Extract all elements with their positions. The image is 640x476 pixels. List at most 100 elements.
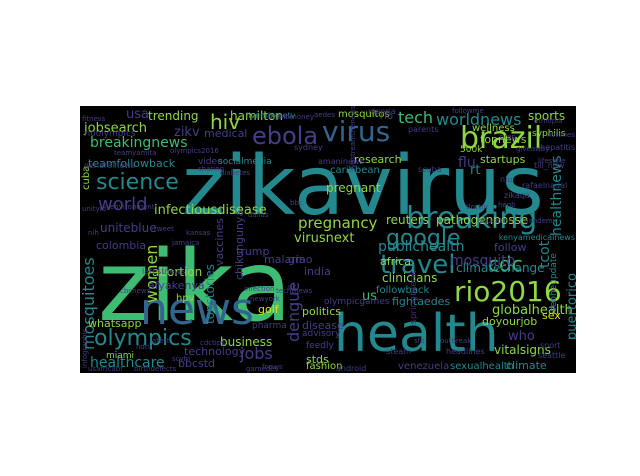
- cloud-word: hepatitis: [540, 143, 575, 152]
- cloud-word: breakingnews: [90, 135, 188, 151]
- cloud-word: tech: [398, 108, 434, 127]
- cloud-word: teamfollowback: [88, 157, 176, 170]
- cloud-word: advisory: [302, 329, 341, 339]
- cloud-word: fashion: [306, 361, 343, 372]
- cloud-word: us: [362, 289, 378, 304]
- cloud-word: sebheupdate: [549, 253, 559, 312]
- cloud-word: livestreamthenews: [349, 106, 357, 173]
- cloud-word: abortion: [152, 265, 203, 279]
- cloud-word: rioolympics: [84, 129, 136, 139]
- cloud-word: sex: [542, 309, 561, 322]
- cloud-word: breaking: [406, 201, 538, 236]
- cloud-word: fightaedes: [392, 295, 451, 308]
- cloud-word: olympics: [94, 326, 192, 351]
- cloud-word: follow: [494, 241, 527, 254]
- cloud-word: whatsapp: [88, 317, 142, 330]
- cloud-word: prep: [500, 133, 516, 141]
- cloud-word: usafricabf: [88, 365, 123, 373]
- cloud-word: vaccines: [213, 218, 226, 266]
- cloud-word: teamyamita: [114, 149, 157, 157]
- cloud-word: money: [290, 113, 314, 121]
- cloud-word: usa: [126, 107, 149, 122]
- cloud-word: newyork: [250, 295, 280, 303]
- cloud-word: pathogenposse: [436, 213, 529, 227]
- cloud-word: sydney: [294, 143, 323, 152]
- cloud-word: ndtv: [136, 343, 152, 351]
- cloud-word: topstories: [203, 264, 217, 324]
- cloud-word: globalhealth: [492, 303, 573, 318]
- cloud-word: springbreak: [409, 270, 419, 325]
- cloud-word: google: [386, 226, 461, 251]
- cloud-word: sports: [528, 109, 566, 123]
- cloud-word: malaria: [264, 253, 306, 266]
- cloud-word: followme: [452, 107, 484, 115]
- cloud-word: education: [478, 217, 513, 225]
- cloud-word: amaninews: [318, 157, 364, 166]
- cloud-word: puertorico: [565, 273, 576, 340]
- cloud-word: who: [508, 329, 535, 344]
- cloud-word: zikavirus: [182, 139, 544, 234]
- cloud-word: livemixmetv: [246, 111, 296, 120]
- cloud-word: climatechange: [456, 261, 545, 275]
- cloud-word: kansas: [186, 229, 211, 237]
- cloud-word: healthcare: [90, 355, 165, 371]
- cloud-word: afyakenya: [148, 279, 205, 292]
- cloud-word: zikaqa: [504, 191, 530, 200]
- cloud-word: infectiousdisease: [154, 203, 267, 218]
- cloud-word: outbreak: [440, 337, 472, 345]
- cloud-word: syphilis: [532, 129, 566, 139]
- cloud-word: pregnancy: [298, 214, 378, 232]
- cloud-word: feedly: [306, 341, 334, 351]
- cloud-word: rio2016: [454, 275, 562, 308]
- cloud-word: unitebluе: [100, 221, 157, 235]
- cloud-word: clinicians: [382, 271, 438, 285]
- cloud-word: jamaica: [172, 239, 200, 247]
- cloud-word: technology: [184, 345, 246, 358]
- cloud-word: unityld: [82, 205, 107, 213]
- cloud-word: vitalsigns: [494, 343, 551, 357]
- cloud-word: wellness: [472, 123, 515, 134]
- cloud-word: diabetes: [220, 169, 251, 177]
- cloud-word: rio: [380, 111, 394, 122]
- cloud-word: gamedev: [246, 365, 279, 373]
- cloud-word: virusnext: [294, 231, 355, 246]
- cloud-word: olympics2016: [170, 147, 219, 155]
- cloud-word: climate: [506, 359, 547, 372]
- cloud-word: uk: [288, 283, 297, 291]
- cloud-word: news: [140, 284, 254, 335]
- cloud-word: medical: [204, 127, 248, 140]
- cloud-word: virus: [322, 115, 391, 148]
- cloud-word: politics: [302, 305, 341, 318]
- cloud-word: sport: [540, 341, 561, 350]
- cloud-word: gmo: [288, 253, 313, 266]
- cloud-word: colombia: [96, 239, 147, 252]
- cloud-word: trump: [236, 245, 270, 258]
- cloud-word: publichealth: [378, 239, 465, 255]
- cloud-word: jobs: [240, 344, 273, 363]
- cloud-word: latest: [150, 337, 170, 345]
- cloud-word: pandemic: [524, 217, 559, 225]
- cloud-word: cdc: [488, 252, 523, 276]
- cloud-word: mosquitos: [338, 109, 390, 120]
- cloud-word: mosquito: [450, 253, 516, 269]
- cloud-word: tweet: [154, 225, 174, 233]
- cloud-word: miami: [106, 351, 135, 361]
- cloud-word: sexualhealth: [450, 361, 515, 372]
- cloud-word: finance: [268, 113, 294, 121]
- cloud-word: fnews: [262, 363, 283, 371]
- cloud-word: doyourjob: [482, 315, 538, 328]
- cloud-word: olympicgames: [324, 297, 390, 307]
- cloud-word: rt: [470, 163, 481, 178]
- cloud-word: till_now: [534, 161, 565, 170]
- cloud-word: golf: [258, 303, 279, 316]
- cloud-word: kenyamedicalnews: [498, 233, 575, 242]
- cloud-word: 500k: [460, 145, 483, 155]
- cloud-word: ebola: [252, 122, 319, 150]
- cloud-word: socialmedia: [218, 157, 272, 167]
- cloud-word: caribbean: [330, 165, 380, 176]
- cloud-word: android: [336, 364, 367, 373]
- cloud-word: latestnews: [142, 267, 186, 276]
- cloud-word: doctor: [466, 203, 489, 211]
- cloud-word: travel: [380, 250, 456, 280]
- cloud-word: cbcnews: [120, 287, 151, 295]
